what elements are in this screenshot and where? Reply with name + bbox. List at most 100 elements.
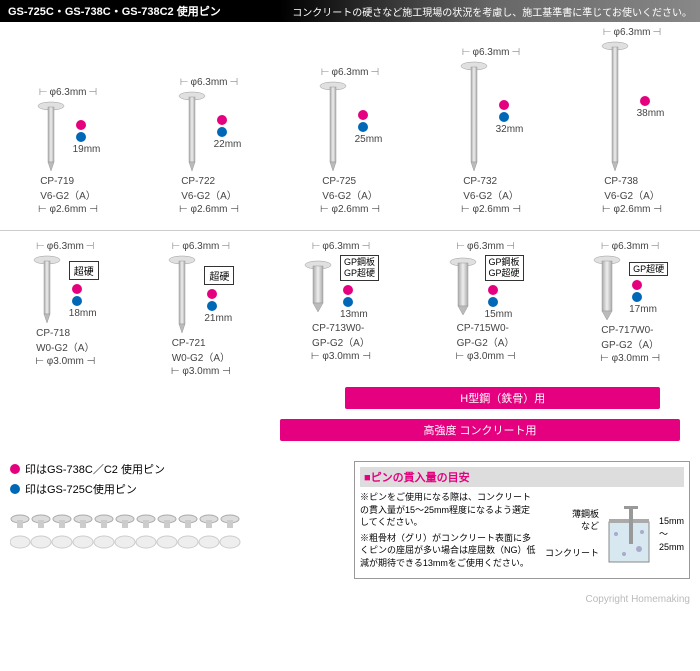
- pin-length: 13mm: [340, 309, 368, 320]
- dot-magenta-icon: [343, 285, 353, 295]
- dot-magenta-icon: [10, 464, 20, 474]
- depth-box: ■ピンの貫入量の目安 ※ピンをご使用になる際は、コンクリートの貫入量が15～25…: [354, 461, 690, 579]
- pin-item: ⊢φ6.3mm⊣ 19mm CP-719V6-G2（A） ⊢ φ2.6mm ⊣: [36, 87, 101, 215]
- dot-magenta-icon: [499, 100, 509, 110]
- pin-shaft-dia: ⊢ φ2.6mm ⊣: [179, 204, 239, 215]
- dot-magenta-icon: [72, 284, 82, 294]
- depth-note2: ※粗骨材（グリ）がコンクリート表面に多くピンの座屈が多い場合は座屈数（NG）低減…: [360, 532, 537, 570]
- pin-item: ⊢φ6.3mm⊣ GP鋼板GP超硬 15mm CP-715W0-GP-G2（A）…: [448, 241, 524, 362]
- pin-length: 17mm: [629, 304, 657, 315]
- pin-length: 19mm: [73, 144, 101, 155]
- header-note: コンクリートの硬さなど施工現場の状況を考慮し、施工基準書に準じてお使いください。: [292, 4, 692, 19]
- pin-tag: GP超硬: [629, 262, 668, 277]
- dot-magenta-icon: [488, 285, 498, 295]
- pin-model: CP-713W0-GP-G2（A）: [312, 323, 370, 349]
- pin-tag: GP鋼板GP超硬: [485, 255, 524, 281]
- thin-label: 薄鋼板 など: [545, 509, 599, 532]
- pin-model: CP-717W0-GP-G2（A）: [601, 325, 659, 351]
- dot-blue-icon: [632, 292, 642, 302]
- pin-head-dia: ⊢φ6.3mm⊣: [36, 241, 94, 252]
- pin-tag: GP鋼板GP超硬: [340, 255, 379, 281]
- pin-length: 38mm: [637, 108, 665, 119]
- pin-length: 15mm: [485, 309, 513, 320]
- legend-blue-text: 印はGS-725C使用ピン: [25, 481, 137, 497]
- dot-magenta-icon: [632, 280, 642, 290]
- pin-head-dia: ⊢φ6.3mm⊣: [601, 241, 659, 252]
- range-label: 15mm ～ 25mm: [659, 515, 684, 553]
- dot-magenta-icon: [76, 120, 86, 130]
- legend-magenta-text: 印はGS-738C／C2 使用ピン: [25, 461, 165, 477]
- pin-item: ⊢φ6.3mm⊣ 超硬 21mm CP-721W0-G2（A） ⊢ φ3.0mm…: [167, 241, 234, 377]
- pin-length: 32mm: [496, 124, 524, 135]
- pin-shaft-dia: ⊢ φ2.6mm ⊣: [461, 204, 521, 215]
- pin-item: ⊢φ6.3mm⊣ 超硬 18mm CP-718W0-G2（A） ⊢ φ3.0mm…: [32, 241, 99, 367]
- pin-row-1: ⊢φ6.3mm⊣ 19mm CP-719V6-G2（A） ⊢ φ2.6mm ⊣ …: [0, 22, 700, 231]
- legend-blue: 印はGS-725C使用ピン: [10, 481, 334, 497]
- dot-blue-icon: [207, 301, 217, 311]
- pin-length: 21mm: [204, 313, 232, 324]
- pin-head-dia: ⊢φ6.3mm⊣: [462, 47, 520, 58]
- pin-shaft-dia: ⊢ φ3.0mm ⊣: [35, 356, 95, 367]
- pin-model: CP-725V6-G2（A）: [322, 176, 378, 202]
- pin-model: CP-718W0-G2（A）: [36, 328, 94, 354]
- dot-magenta-icon: [640, 96, 650, 106]
- dot-blue-icon: [76, 132, 86, 142]
- dot-blue-icon: [72, 296, 82, 306]
- dot-magenta-icon: [217, 115, 227, 125]
- pin-length: 18mm: [69, 308, 97, 319]
- legend-magenta: 印はGS-738C／C2 使用ピン: [10, 461, 334, 477]
- pin-model: CP-721W0-G2（A）: [172, 338, 230, 364]
- pin-head-dia: ⊢φ6.3mm⊣: [172, 241, 230, 252]
- pin-length: 25mm: [355, 134, 383, 145]
- dot-magenta-icon: [358, 110, 368, 120]
- pin-head-dia: ⊢φ6.3mm⊣: [312, 241, 370, 252]
- pin-shaft-dia: ⊢ φ3.0mm ⊣: [456, 351, 516, 362]
- pin-shaft-dia: ⊢ φ2.6mm ⊣: [320, 204, 380, 215]
- header-bar: GS-725C・GS-738C・GS-738C2 使用ピン コンクリートの硬さな…: [0, 0, 700, 22]
- collation-strip: [10, 507, 334, 560]
- concrete-label: コンクリート: [545, 548, 599, 560]
- dot-blue-icon: [499, 112, 509, 122]
- pin-tag: 超硬: [69, 261, 99, 280]
- legend-left: 印はGS-738C／C2 使用ピン 印はGS-725C使用ピン: [10, 461, 334, 579]
- pin-row-2: ⊢φ6.3mm⊣ 超硬 18mm CP-718W0-G2（A） ⊢ φ3.0mm…: [0, 231, 700, 382]
- pin-model: CP-738V6-G2（A）: [604, 176, 660, 202]
- bar-hsteel: H型鋼（鉄骨）用: [345, 387, 660, 409]
- pin-shaft-dia: ⊢ φ2.6mm ⊣: [602, 204, 662, 215]
- pin-shaft-dia: ⊢ φ3.0mm ⊣: [311, 351, 371, 362]
- pin-head-dia: ⊢φ6.3mm⊣: [603, 27, 661, 38]
- pin-head-dia: ⊢φ6.3mm⊣: [180, 77, 238, 88]
- pin-head-dia: ⊢φ6.3mm⊣: [39, 87, 97, 98]
- legend-section: 印はGS-738C／C2 使用ピン 印はGS-725C使用ピン: [0, 451, 700, 589]
- pin-item: ⊢φ6.3mm⊣ GP鋼板GP超硬 13mm CP-713W0-GP-G2（A）…: [303, 241, 379, 362]
- pin-item: ⊢φ6.3mm⊣ 22mm CP-722V6-G2（A） ⊢ φ2.6mm ⊣: [177, 77, 242, 215]
- depth-note1: ※ピンをご使用になる際は、コンクリートの貫入量が15～25mm程度になるよう選定…: [360, 491, 537, 529]
- dot-blue-icon: [10, 484, 20, 494]
- bar-highstrength: 高強度 コンクリート用: [280, 419, 680, 441]
- depth-title: ■ピンの貫入量の目安: [360, 467, 684, 487]
- copyright: Copyright Homemaking: [0, 589, 700, 610]
- pin-shaft-dia: ⊢ φ3.0mm ⊣: [600, 353, 660, 364]
- pin-item: ⊢φ6.3mm⊣ 25mm CP-725V6-G2（A） ⊢ φ2.6mm ⊣: [318, 67, 383, 215]
- dot-magenta-icon: [207, 289, 217, 299]
- pin-shaft-dia: ⊢ φ3.0mm ⊣: [171, 366, 231, 377]
- pin-head-dia: ⊢φ6.3mm⊣: [321, 67, 379, 78]
- depth-diagram: 薄鋼板 など コンクリート 15mm ～ 25mm: [545, 496, 684, 573]
- pin-length: 22mm: [214, 139, 242, 150]
- depth-svg: [604, 504, 654, 564]
- pin-model: CP-719V6-G2（A）: [40, 176, 96, 202]
- header-title: GS-725C・GS-738C・GS-738C2 使用ピン: [8, 3, 221, 19]
- dot-blue-icon: [217, 127, 227, 137]
- pin-shaft-dia: ⊢ φ2.6mm ⊣: [38, 204, 98, 215]
- pin-head-dia: ⊢φ6.3mm⊣: [456, 241, 514, 252]
- dot-blue-icon: [343, 297, 353, 307]
- dot-blue-icon: [488, 297, 498, 307]
- pin-model: CP-715W0-GP-G2（A）: [457, 323, 515, 349]
- pin-item: ⊢φ6.3mm⊣ 38mm CP-738V6-G2（A） ⊢ φ2.6mm ⊣: [600, 27, 665, 215]
- dot-blue-icon: [358, 122, 368, 132]
- pin-tag: 超硬: [204, 266, 234, 285]
- pin-model: CP-732V6-G2（A）: [463, 176, 519, 202]
- pin-model: CP-722V6-G2（A）: [181, 176, 237, 202]
- pin-item: ⊢φ6.3mm⊣ 32mm CP-732V6-G2（A） ⊢ φ2.6mm ⊣: [459, 47, 524, 215]
- pin-item: ⊢φ6.3mm⊣ GP超硬 17mm CP-717W0-GP-G2（A） ⊢ φ…: [592, 241, 668, 364]
